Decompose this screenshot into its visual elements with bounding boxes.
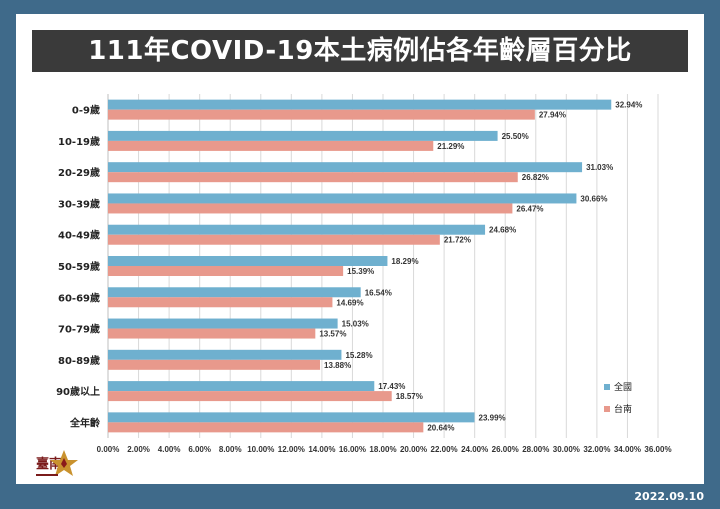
data-label: 24.68% [489, 226, 516, 235]
report-date: 2022.09.10 [634, 490, 704, 503]
x-tick-label: 20.00% [400, 445, 427, 454]
x-tick-label: 16.00% [339, 445, 366, 454]
category-label: 20-29歲 [58, 166, 100, 179]
legend-swatch [604, 406, 610, 412]
data-label: 15.39% [347, 267, 374, 276]
data-label: 13.88% [324, 361, 351, 370]
data-label: 32.94% [615, 101, 642, 110]
data-label: 30.66% [580, 194, 607, 203]
x-tick-label: 18.00% [369, 445, 396, 454]
x-tick-label: 30.00% [553, 445, 580, 454]
bar [108, 318, 338, 329]
bar [108, 256, 388, 266]
data-label: 25.50% [502, 132, 529, 141]
tainan-city-logo-icon: 臺南 [36, 450, 78, 476]
x-tick-label: 24.00% [461, 445, 488, 454]
bar [108, 422, 424, 433]
bar [108, 109, 535, 120]
bar-chart: 0.00% 2.00% 4.00% 6.00% 8.00% 10.00% 12.00% 14.… [56, 94, 672, 454]
data-label: 18.57% [396, 392, 423, 401]
category-label: 70-79歲 [58, 323, 100, 336]
data-label: 20.64% [427, 423, 454, 432]
chart-title: 111年COVID-19本土病例佔各年齡層百分比 [32, 30, 688, 72]
x-tick-label: 34.00% [614, 445, 641, 454]
x-tick-label: 28.00% [522, 445, 549, 454]
bar [108, 391, 392, 402]
x-tick-label: 6.00% [188, 445, 211, 454]
data-label: 21.29% [437, 142, 464, 151]
data-label: 26.82% [522, 173, 549, 182]
legend-label: 全國 [614, 381, 632, 393]
bar [108, 266, 344, 276]
data-label: 27.94% [539, 111, 566, 120]
x-tick-label: 36.00% [644, 445, 671, 454]
category-label: 90歲以上 [56, 385, 100, 398]
data-label: 14.69% [336, 298, 363, 307]
bar [108, 172, 518, 183]
bar [108, 140, 434, 151]
category-label: 10-19歲 [58, 135, 100, 148]
category-label: 30-39歲 [58, 197, 100, 210]
x-tick-label: 2.00% [127, 445, 150, 454]
data-label: 17.43% [378, 382, 405, 391]
data-label: 26.47% [516, 204, 543, 213]
bar [108, 412, 475, 423]
data-label: 16.54% [365, 288, 392, 297]
data-label: 31.03% [586, 163, 613, 172]
x-tick-label: 14.00% [308, 445, 335, 454]
bar [108, 359, 321, 370]
data-label: 15.03% [342, 320, 369, 329]
category-label: 全年齡 [69, 416, 100, 429]
data-label: 23.99% [479, 413, 506, 422]
x-tick-label: 8.00% [219, 445, 242, 454]
bar [108, 99, 612, 110]
bar [108, 297, 333, 308]
bar [108, 381, 375, 392]
x-tick-label: 32.00% [583, 445, 610, 454]
bar [108, 203, 513, 214]
category-label: 50-59歲 [58, 260, 100, 273]
bar [108, 162, 583, 173]
bar [108, 234, 440, 245]
category-label: 0-9歲 [72, 104, 100, 117]
legend-swatch [604, 384, 610, 390]
category-label: 40-49歲 [58, 229, 100, 242]
x-tick-label: 0.00% [97, 445, 120, 454]
bar [108, 193, 577, 204]
data-label: 21.72% [444, 236, 471, 245]
bar [108, 287, 361, 298]
bar [108, 349, 342, 360]
bar [108, 224, 486, 235]
category-label: 60-69歲 [58, 291, 100, 304]
x-tick-label: 12.00% [278, 445, 305, 454]
bar [108, 328, 316, 339]
category-label: 80-89歲 [58, 354, 100, 367]
x-tick-label: 4.00% [158, 445, 181, 454]
data-label: 18.29% [391, 257, 418, 266]
data-label: 13.57% [319, 330, 346, 339]
data-label: 15.28% [345, 351, 372, 360]
chart-card: 111年COVID-19本土病例佔各年齡層百分比 0.00% 2.00% 4.00%… [16, 14, 704, 484]
x-tick-label: 22.00% [431, 445, 458, 454]
x-tick-label: 10.00% [247, 445, 274, 454]
bar [108, 130, 498, 141]
legend-label: 台南 [614, 403, 632, 415]
x-tick-label: 26.00% [492, 445, 519, 454]
